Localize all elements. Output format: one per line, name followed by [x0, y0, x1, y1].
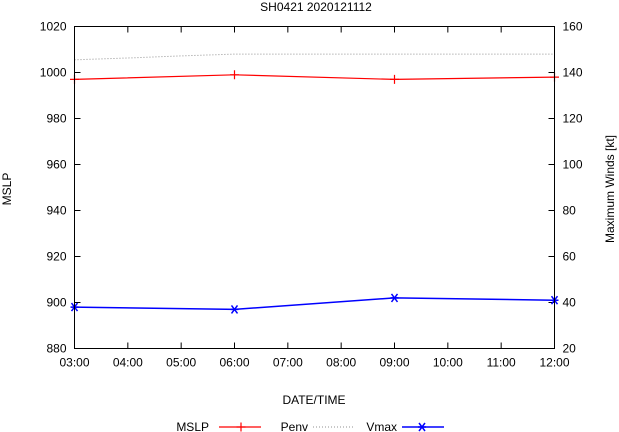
right-tick-label: 160: [563, 20, 583, 34]
x-tick-label: 07:00: [273, 356, 303, 370]
left-axis-label: MSLP: [0, 173, 14, 206]
left-tick-label: 880: [46, 342, 66, 356]
right-tick-label: 100: [563, 158, 583, 172]
legend-label-vmax: Vmax: [366, 420, 397, 432]
x-tick-label: 11:00: [487, 356, 516, 370]
series-line-vmax: [74, 297, 555, 311]
data-point-mslp: [230, 70, 239, 80]
right-tick-label: 140: [563, 66, 583, 80]
chart-title: SH0421 2020121112: [260, 0, 372, 14]
x-tick-label: 05:00: [166, 356, 196, 370]
legend-marker-mslp: [236, 422, 246, 432]
x-axis-label: DATE/TIME: [282, 393, 345, 407]
left-tick-label: 940: [46, 204, 66, 218]
tick-layer: 880 900 920 940 960 980 1000 1020 20 40 60 80 100 120…: [40, 20, 583, 370]
right-axis-label: Maximum Winds [kt]: [603, 135, 617, 243]
legend-label-penv: Penv: [281, 420, 308, 432]
right-tick-label: 60: [563, 250, 577, 264]
right-tick-label: 80: [563, 204, 577, 218]
left-tick-label: 920: [46, 250, 66, 264]
series-line-penv: [74, 53, 555, 61]
left-tick-label: 900: [46, 296, 66, 310]
left-tick-label: 1000: [40, 66, 67, 80]
x-tick-label: 10:00: [433, 356, 463, 370]
x-tick-label: 12:00: [539, 356, 569, 370]
left-tick-label: 980: [46, 112, 66, 126]
x-tick-label: 08:00: [326, 356, 356, 370]
data-point-mslp: [390, 74, 399, 84]
plot-frame: [74, 26, 555, 349]
right-tick-label: 20: [563, 342, 577, 356]
x-tick-label: 04:00: [113, 356, 143, 370]
legend-marker-vmax: [418, 422, 426, 432]
right-tick-label: 40: [563, 296, 577, 310]
legend-label-mslp: MSLP: [176, 420, 209, 432]
series-line-mslp: [74, 74, 555, 81]
data-point-vmax: [390, 293, 399, 303]
series-layer: [70, 53, 559, 314]
legend: MSLP Penv Vmax: [176, 420, 444, 432]
left-tick-label: 960: [46, 158, 66, 172]
x-tick-label: 03:00: [59, 356, 89, 370]
right-tick-label: 120: [563, 112, 583, 126]
data-point-vmax: [230, 304, 239, 314]
left-tick-label: 1020: [40, 20, 67, 34]
x-tick-label: 06:00: [219, 356, 249, 370]
x-tick-label: 09:00: [379, 356, 409, 370]
